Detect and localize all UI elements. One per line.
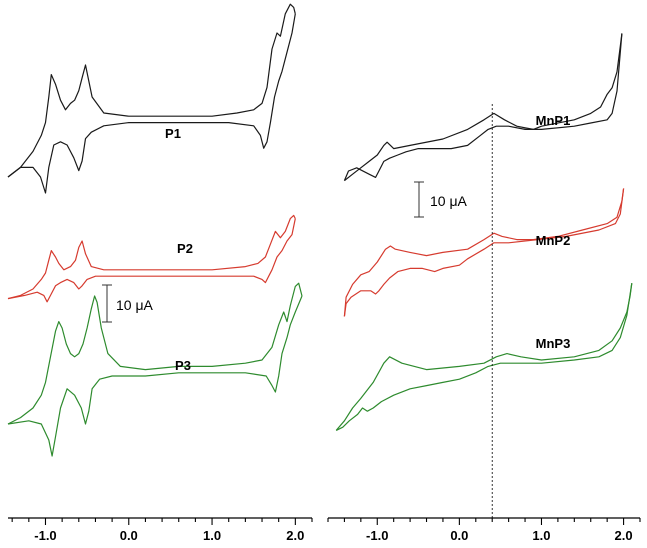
series-label-mnp1: MnP1: [536, 113, 571, 128]
series-label-p3: P3: [175, 358, 191, 373]
cv-curve-p2-forward: [7, 214, 296, 300]
scale-bar-right: 10 μA: [414, 181, 468, 218]
right-panel: -1.0 0.0 1.0 2.0: [327, 33, 641, 543]
x-tick-label: 2.0: [286, 528, 304, 543]
series-label-p1: P1: [165, 126, 181, 141]
x-tick-label: 0.0: [450, 528, 468, 543]
cv-curve-p3-reverse: [7, 295, 303, 457]
x-tick-label: 2.0: [615, 528, 633, 543]
x-tick-label: 1.0: [532, 528, 550, 543]
scale-bar-left: 10 μA: [102, 284, 154, 323]
cv-curve-mnp1-forward: [344, 33, 623, 182]
cv-curve-p2-reverse: [7, 218, 296, 303]
cv-curve-p1-forward: [7, 3, 296, 178]
x-tick-label: -1.0: [366, 528, 388, 543]
series-label-mnp3: MnP3: [536, 336, 571, 351]
scale-bar-label-right: 10 μA: [430, 193, 468, 209]
scale-bar-label-left: 10 μA: [116, 297, 154, 313]
series-label-mnp2: MnP2: [536, 233, 571, 248]
x-tick-label: 0.0: [120, 528, 138, 543]
series-label-p2: P2: [177, 241, 193, 256]
cv-curve-mnp3-reverse: [335, 283, 633, 431]
x-tick-label: -1.0: [34, 528, 56, 543]
cv-curve-mnp3-forward: [335, 283, 633, 431]
cv-curve-p3-forward: [7, 282, 303, 425]
cv-curve-mnp1-reverse: [343, 33, 623, 181]
left-panel: -1.0 0.0 1.0 2.0: [7, 3, 313, 543]
cv-curve-mnp2-reverse: [343, 188, 625, 317]
x-tick-label: 1.0: [203, 528, 221, 543]
cv-curve-mnp2-forward: [343, 188, 625, 317]
cv-curve-p1-reverse: [7, 13, 296, 194]
